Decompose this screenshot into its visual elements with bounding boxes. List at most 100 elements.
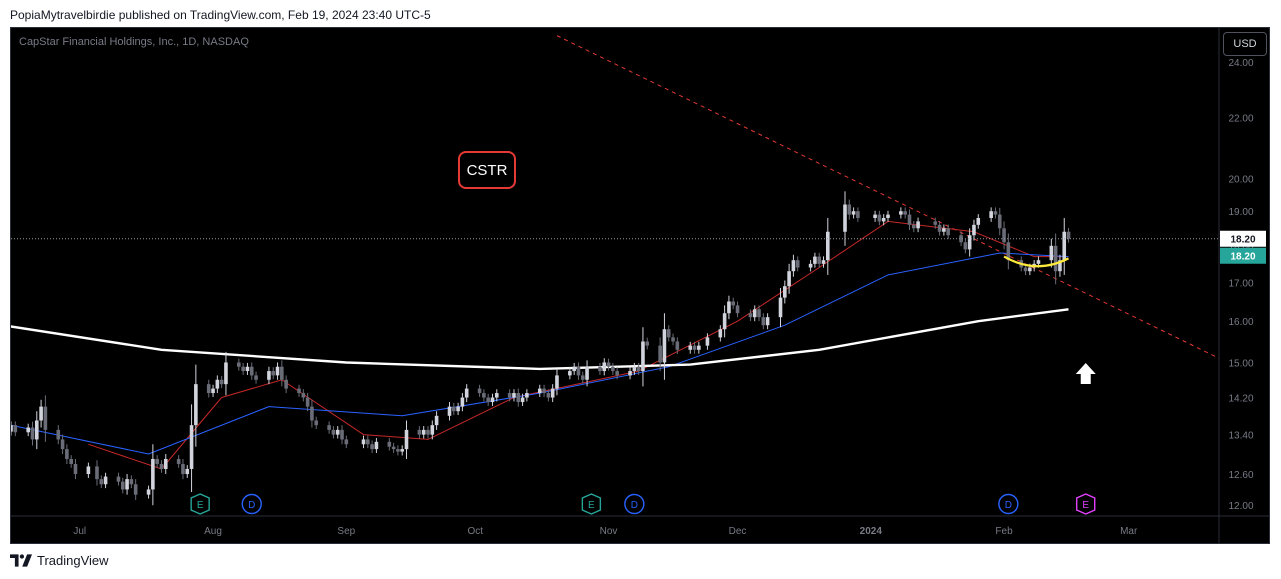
candle [963,238,968,254]
candle [916,217,920,233]
candle-body [989,211,993,218]
candle-body [237,362,241,367]
candle-body [645,341,650,346]
y-tick-label: 14.20 [1228,394,1253,405]
candle [813,252,817,268]
candle [550,384,555,403]
candle [43,395,48,442]
candle [65,444,69,464]
candle-body [1036,260,1041,264]
candle-body [301,393,306,398]
candle [99,475,104,489]
candle-body [851,211,856,215]
candle-body [873,214,877,218]
candle [34,411,39,450]
last-price-badge-text: 18.20 [1230,235,1255,246]
candle-body [284,379,288,389]
candle [817,252,821,268]
candle-body [671,337,675,342]
candle-body [26,427,30,433]
candle [856,207,860,222]
ma-price-badge-text: 18.20 [1230,252,1255,263]
candle-body [972,224,976,236]
candle-body [628,371,632,376]
ma-short-line [88,220,1069,470]
candle [727,295,731,320]
candle-body [959,235,963,243]
candle-body [946,228,950,236]
candle [671,333,675,346]
candle-body [39,406,43,421]
candle [314,416,319,430]
candle-body [215,379,220,389]
candle-body [120,481,125,490]
candle [451,402,456,416]
candle [1002,221,1006,250]
candle-body [426,429,430,435]
candle [611,362,615,375]
earnings-marker-shape [581,493,602,515]
candle-body [331,429,336,435]
candle [576,362,581,380]
candle-body [86,466,91,475]
ticker-annotation: CSTR [458,151,516,189]
candle-body [615,371,619,376]
candle [400,445,405,456]
candle-body [778,297,783,318]
y-tick-label: 20.00 [1228,174,1253,185]
candle-body [881,217,886,222]
candle-body [942,228,946,232]
candle [73,458,78,480]
candle [426,426,430,439]
dividend-marker-icon: D [998,493,1019,515]
candle-body [825,231,830,261]
candle-body [224,362,228,385]
candle [598,362,602,375]
candle [301,389,306,402]
candle-body [757,309,761,318]
candle-body [464,388,469,398]
candle-body [146,489,151,495]
candle-body [933,221,938,225]
candle-body [765,317,770,326]
candle-body [370,444,374,450]
candle-body [456,406,460,412]
price-chart[interactable]: 24.00 22.00 20.00 19.00 18.00 17.00 16.00 15.00… [11,28,1269,543]
candle-body [206,384,211,394]
candle [821,256,826,268]
candle [267,366,271,385]
currency-button[interactable]: USD [1223,32,1267,56]
candle-body [847,204,852,215]
candle [907,209,912,231]
candle-body [181,463,185,475]
candle [370,440,374,453]
candle-body [1006,242,1011,261]
candle-body [1023,267,1028,272]
candle-body [219,379,224,385]
candle-body [692,345,697,350]
ma-long-line [11,308,1069,371]
candle-body [267,371,271,380]
candle [606,358,611,371]
candle-body [245,366,250,372]
candle [972,219,976,241]
candle [327,421,331,434]
candle [129,475,134,489]
candle-body [791,260,796,272]
candle [636,362,641,375]
candle [628,367,632,380]
x-tick-label: Feb [995,526,1013,537]
candle-body [761,317,766,326]
candle [391,442,396,453]
candle-body [658,345,662,363]
x-tick-label: Mar [1120,526,1138,537]
x-tick-label: Jul [73,526,86,537]
candle [783,280,787,304]
candle [464,384,469,403]
candle [13,421,18,437]
event-marker-label: D [1005,500,1012,511]
candle-body [937,224,942,232]
candle [1053,233,1058,285]
candle [163,454,168,475]
y-tick-label: 16.00 [1228,317,1253,328]
